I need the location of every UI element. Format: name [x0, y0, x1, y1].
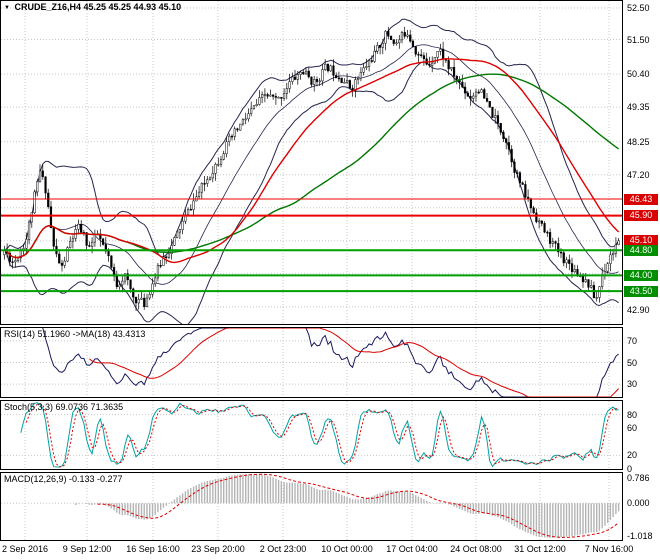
price-level-badge: 45.90	[624, 210, 658, 222]
macd-indicator-panel[interactable]: MACD(12,26,9) -0.133 -0.277	[0, 472, 623, 541]
stoch-axis-label: 80	[627, 409, 638, 420]
rsi-canvas	[1, 328, 622, 397]
time-axis-label: 23 Sep 20:00	[191, 544, 245, 554]
time-axis[interactable]: 2 Sep 2016 9 Sep 12:00 16 Sep 16:00 23 Sep …	[0, 541, 660, 560]
time-axis-label: 7 Nov 16:00	[584, 544, 634, 554]
macd-canvas	[1, 473, 622, 540]
time-axis-label: 17 Oct 04:00	[386, 544, 438, 554]
time-axis-label: 31 Oct 12:00	[514, 544, 566, 554]
price-axis-label: 50.40	[627, 69, 650, 80]
time-axis-label: 16 Sep 16:00	[126, 544, 180, 554]
macd-axis-label: 0.000	[627, 498, 650, 509]
macd-axis-label: 0.786	[627, 473, 650, 484]
price-axis-label: 52.50	[627, 3, 650, 13]
rsi-label: RSI(14) 51.1960 ->MA(18) 43.4313	[4, 329, 146, 339]
price-level-badge: 46.43	[624, 193, 658, 205]
price-axis-label: 51.50	[627, 34, 650, 45]
symbol-timeframe-label: CRUDE_Z16,H4	[14, 2, 81, 12]
chart-title: ▼ CRUDE_Z16,H4 45.25 45.25 44.93 45.10	[4, 2, 181, 14]
rsi-axis-label: 50	[627, 357, 638, 368]
price-chart-canvas	[1, 1, 622, 324]
price-axis-label: 49.35	[627, 102, 650, 113]
rsi-axis-label: 70	[627, 335, 638, 346]
stochastic-label: Stoch(5,3,3) 69.0736 71.3635	[4, 402, 124, 412]
price-axis-label: 47.20	[627, 169, 650, 180]
symbol-dropdown-icon: ▼	[4, 5, 10, 11]
macd-axis-label: -1.018	[627, 530, 653, 541]
time-axis-label: 2 Sep 2016	[2, 544, 49, 554]
stoch-axis-label: 0	[627, 464, 633, 474]
rsi-axis-label: 30	[627, 379, 638, 390]
stochastic-indicator-panel[interactable]: Stoch(5,3,3) 69.0736 71.3635	[0, 400, 623, 470]
price-level-badge: 44.00	[624, 269, 658, 281]
price-axis-label: 42.90	[627, 305, 650, 315]
price-level-badge: 43.50	[624, 285, 658, 297]
price-chart-panel[interactable]: ▼ CRUDE_Z16,H4 45.25 45.25 44.93 45.10	[0, 0, 623, 325]
time-axis-label: 2 Oct 23:00	[259, 544, 307, 554]
ohlc-values: 45.25 45.25 44.93 45.10	[83, 2, 182, 12]
current-price-badge: 45.10	[624, 235, 658, 247]
price-axis[interactable]: 52.50 51.50 50.40 49.35 48.25 47.20 42.90 46.43…	[623, 0, 660, 560]
price-axis-label: 48.25	[627, 136, 650, 147]
stoch-axis-label: 60	[627, 423, 638, 434]
time-axis-label: 10 Oct 00:00	[321, 544, 373, 554]
time-axis-label: 24 Oct 08:00	[450, 544, 502, 554]
time-axis-label: 9 Sep 12:00	[62, 544, 112, 554]
stoch-axis-label: 20	[627, 450, 638, 461]
rsi-indicator-panel[interactable]: RSI(14) 51.1960 ->MA(18) 43.4313	[0, 327, 623, 398]
macd-label: MACD(12,26,9) -0.133 -0.277	[4, 474, 123, 484]
price-level-badge: 44.80	[624, 244, 658, 256]
stochastic-canvas	[1, 401, 622, 469]
